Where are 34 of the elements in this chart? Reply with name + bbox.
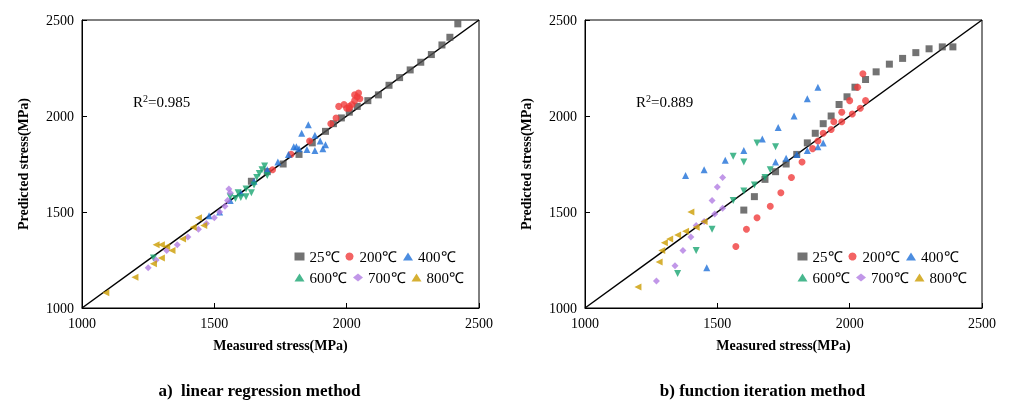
legend-label: 200℃ (359, 248, 397, 265)
y-tick-label: 2500 (46, 12, 74, 28)
y-tick-label: 1000 (549, 300, 577, 316)
legend-label: 25℃ (812, 248, 843, 265)
x-axis-title: Measured stress(MPa) (213, 337, 349, 354)
legend-label: 600℃ (812, 269, 850, 286)
legend-label: 600℃ (309, 269, 347, 286)
text: b) function iteration method (659, 381, 866, 400)
legend-label: 200℃ (862, 248, 900, 265)
legend-label: 800℃ (929, 269, 967, 286)
legend-label: 700℃ (368, 269, 406, 286)
legend-label: 400℃ (418, 248, 456, 265)
x-tick-label: 2500 (465, 315, 493, 331)
y-tick-label: 1500 (549, 204, 577, 220)
text: a) linear regression method (158, 381, 362, 400)
y-tick-label: 1500 (46, 204, 74, 220)
y-axis-title: Predicted stress(MPa) (518, 97, 535, 231)
x-tick-label: 2000 (332, 315, 361, 331)
x-tick-label: 2500 (968, 315, 996, 331)
legend-label: 700℃ (871, 269, 909, 286)
legend-label: 400℃ (921, 248, 959, 265)
x-axis-title: Measured stress(MPa) (716, 337, 852, 354)
legend-label: 25℃ (309, 248, 340, 265)
x-tick-label: 1500 (200, 315, 229, 331)
y-tick-label: 2500 (549, 12, 577, 28)
y-tick-label: 1000 (46, 300, 74, 316)
x-tick-label: 2000 (835, 315, 864, 331)
y-tick-label: 2000 (46, 108, 74, 124)
y-axis-title: Predicted stress(MPa) (15, 97, 32, 231)
x-tick-label: 1000 (68, 315, 96, 331)
y-tick-label: 2000 (549, 108, 577, 124)
legend-label: 800℃ (426, 269, 464, 286)
x-tick-label: 1000 (571, 315, 599, 331)
x-tick-label: 1500 (703, 315, 732, 331)
